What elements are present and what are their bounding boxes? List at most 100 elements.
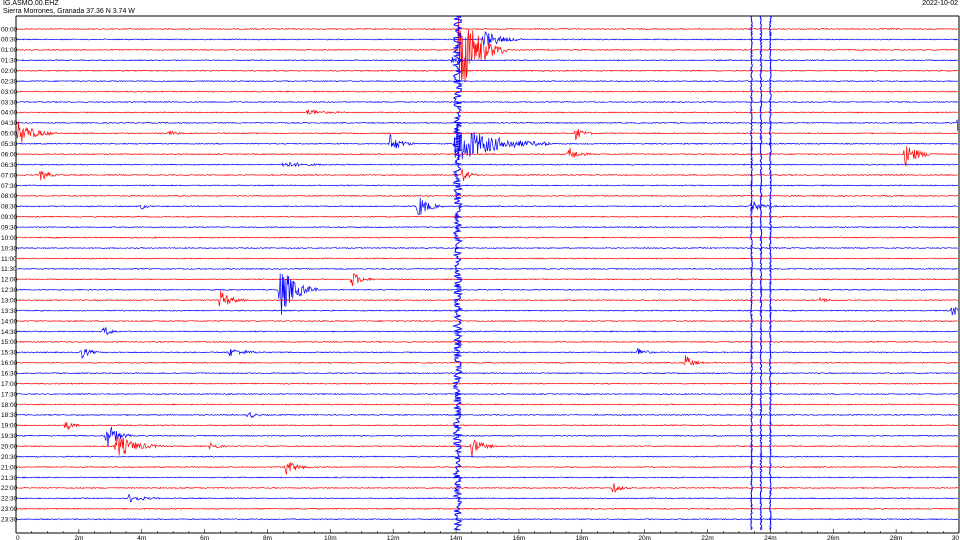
hour-label: 19:30 [1, 433, 18, 440]
hour-label: 20:30 [1, 454, 18, 461]
trace-row-6 [16, 90, 958, 93]
hour-label: 05:00 [1, 131, 18, 138]
hour-label: 05:30 [1, 141, 18, 148]
trace-row-26 [16, 290, 958, 307]
hour-label: 04:00 [1, 110, 18, 117]
trace-row-31 [16, 348, 958, 359]
trace-row-18 [17, 215, 958, 218]
trace-row-32 [16, 355, 959, 366]
hour-label: 16:00 [1, 360, 18, 367]
hour-label: 15:30 [1, 350, 18, 357]
hour-label: 11:00 [1, 256, 17, 263]
trace-row-11 [17, 122, 958, 161]
x-tick-label: 14m [450, 535, 463, 540]
trace-row-19 [16, 226, 958, 229]
trace-row-15 [16, 184, 959, 187]
hour-label: 03:30 [1, 99, 18, 106]
hour-label: 13:30 [1, 308, 18, 315]
trace-row-29 [17, 327, 959, 336]
hour-label: 11:30 [1, 266, 17, 273]
plot-frame [15, 15, 960, 533]
hour-label: 12:00 [1, 277, 18, 284]
trace-row-33 [16, 372, 958, 375]
hour-label: 18:00 [1, 402, 18, 409]
hour-label: 12:30 [1, 287, 18, 294]
hour-label: 10:00 [1, 235, 18, 242]
trace-row-37 [16, 411, 958, 419]
x-tick-label: 18m [575, 535, 588, 540]
trace-row-44 [16, 483, 959, 493]
recording-date: 2022-10-02 [922, 0, 958, 7]
trace-group [16, 15, 959, 531]
trace-row-39 [16, 426, 958, 448]
hour-label: 15:00 [1, 339, 18, 346]
hour-labels: 00:00 00:30 01:00 01:30 02:00 02:30 03:00 03:30… [1, 26, 18, 523]
trace-row-38 [16, 422, 959, 431]
x-tick-label: 10m [324, 535, 337, 540]
hour-label: 14:30 [1, 329, 18, 336]
trace-row-30 [16, 340, 958, 343]
hour-label: 20:00 [1, 444, 18, 451]
hour-label: 10:30 [1, 245, 18, 252]
trace-row-40 [16, 435, 958, 457]
trace-row-41 [16, 455, 958, 458]
station-code: IG.ASMO.00.EHZ [3, 0, 59, 7]
hour-label: 03:00 [1, 89, 18, 96]
hour-label: 21:00 [1, 464, 18, 471]
hour-label: 16:30 [1, 370, 18, 377]
trace-row-23 [16, 267, 958, 271]
hour-label: 13:00 [1, 297, 18, 304]
hour-label: 07:30 [1, 183, 18, 190]
trace-row-2 [16, 16, 958, 83]
trace-row-3 [16, 56, 958, 64]
artifact-line-b [759, 15, 763, 531]
x-tick-label: 24m [764, 535, 777, 540]
hour-label: 09:30 [1, 224, 18, 231]
trace-row-47 [16, 518, 959, 521]
trace-row-10 [16, 121, 958, 143]
hour-label: 07:00 [1, 172, 18, 179]
trace-row-43 [17, 476, 958, 479]
x-tick-label: 16m [513, 535, 526, 540]
artifact-line-a [749, 15, 754, 531]
hour-label: 02:30 [1, 78, 18, 85]
hour-label: 18:30 [1, 412, 18, 419]
x-tick-label: 20m [638, 535, 651, 540]
hour-label: 00:30 [1, 37, 18, 44]
hour-label: 02:00 [1, 68, 18, 75]
hour-label: 06:30 [1, 162, 18, 169]
hour-label: 08:30 [1, 204, 18, 211]
trace-row-9 [16, 119, 959, 131]
x-tick-label: 2m [74, 535, 83, 540]
trace-row-1 [16, 31, 959, 46]
hour-label: 06:00 [1, 151, 18, 158]
artifact-line-c [768, 15, 773, 531]
trace-row-20 [16, 236, 958, 239]
x-tick-label: 28m [890, 535, 903, 540]
x-tick-label: 8m [263, 535, 272, 540]
x-tick-label: 4m [137, 535, 146, 540]
trace-row-45 [16, 493, 959, 503]
trace-row-7 [16, 100, 959, 104]
hour-label: 23:00 [1, 506, 18, 513]
trace-row-0 [16, 27, 958, 31]
x-tick-label: 12m [387, 535, 400, 540]
trace-row-12 [16, 146, 959, 167]
trace-row-46 [16, 507, 959, 510]
trace-row-21 [17, 246, 958, 250]
trace-row-22 [16, 257, 958, 260]
x-tick-label: 0 [16, 535, 20, 540]
hour-label: 17:00 [1, 381, 18, 388]
hour-label: 22:00 [1, 485, 18, 492]
trace-row-17 [16, 197, 958, 215]
trace-row-8 [16, 109, 958, 115]
trace-row-5 [16, 80, 959, 83]
hour-label: 01:00 [1, 47, 18, 54]
hour-label: 21:30 [1, 475, 18, 482]
hour-label: 09:00 [1, 214, 18, 221]
hour-label: 00:00 [1, 26, 18, 33]
hour-label: 04:30 [1, 120, 18, 127]
time-axis: 0 2m 4m 6m 8m 10m 12m 14m 16m 18m 20m 22m 24m 26m 28m 3… [15, 529, 959, 540]
hour-label: 17:30 [1, 391, 18, 398]
